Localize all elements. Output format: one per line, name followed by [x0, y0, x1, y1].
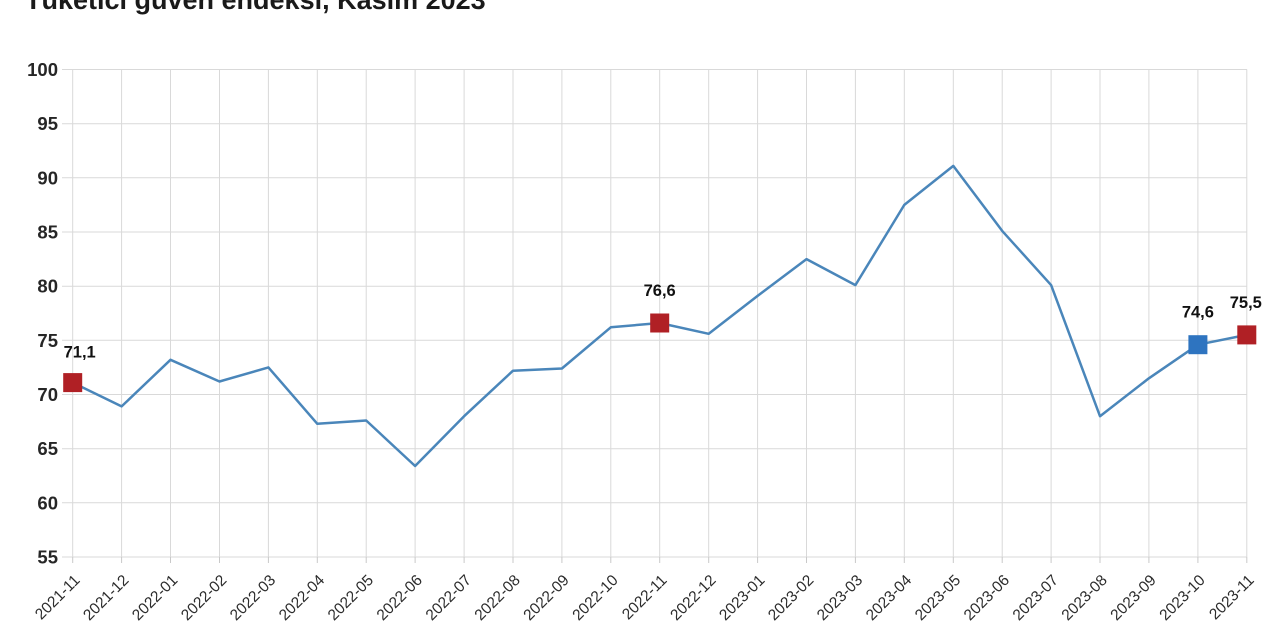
y-axis-label: 55	[37, 547, 58, 568]
data-point-marker-2023-11	[1237, 325, 1257, 345]
x-axis-label: 2021-12	[80, 572, 132, 624]
x-axis-label: 2022-02	[178, 572, 230, 624]
x-axis-label: 2023-06	[961, 572, 1013, 624]
x-axis-label: 2022-08	[472, 572, 524, 624]
y-axis-label: 100	[27, 59, 58, 80]
y-axis-label: 80	[37, 276, 58, 297]
y-axis-label: 85	[37, 222, 58, 243]
x-axis-label: 2022-09	[520, 572, 572, 624]
data-point-label-2021-11: 71,1	[64, 344, 96, 362]
x-axis-label: 2022-05	[325, 572, 377, 624]
data-point-label-2022-11: 76,6	[644, 282, 676, 300]
y-axis-label: 70	[37, 384, 58, 405]
x-axis-label: 2023-02	[765, 572, 817, 624]
x-axis-label: 2023-07	[1010, 572, 1062, 624]
data-point-label-2023-10: 74,6	[1182, 304, 1214, 322]
x-axis-label: 2023-05	[912, 572, 964, 624]
x-axis-label: 2023-08	[1059, 572, 1111, 624]
data-point-label-2023-11: 75,5	[1230, 294, 1262, 312]
data-point-marker-2022-11	[650, 313, 670, 333]
y-axis-label: 75	[37, 330, 58, 351]
x-axis-label: 2022-04	[276, 572, 329, 625]
data-point-marker-2023-10	[1188, 335, 1208, 355]
x-axis-label: 2022-03	[227, 572, 279, 624]
x-axis-label: 2023-11	[1206, 572, 1257, 623]
x-axis-label: 2023-03	[814, 572, 866, 624]
y-axis-label: 60	[37, 492, 58, 513]
x-axis-label: 2023-09	[1107, 572, 1159, 624]
x-axis-label: 2023-10	[1156, 572, 1209, 625]
x-axis-label: 2022-07	[423, 572, 475, 624]
x-axis-label: 2023-04	[863, 572, 916, 625]
x-axis-label: 2023-01	[716, 572, 768, 624]
x-axis-label: 2022-11	[619, 572, 670, 623]
x-axis-label: 2022-06	[374, 572, 426, 624]
x-axis-label: 2021-11	[32, 572, 83, 623]
y-axis-label: 90	[37, 167, 58, 188]
y-axis-label: 65	[37, 438, 58, 459]
data-point-marker-2021-11	[63, 373, 83, 393]
x-axis-label: 2022-12	[667, 572, 719, 624]
chart-title: Tüketici güven endeksi, Kasım 2023	[25, 0, 486, 15]
x-axis-label: 2022-10	[569, 572, 622, 625]
y-axis-label: 95	[37, 113, 58, 134]
x-axis-label: 2022-01	[129, 572, 181, 624]
